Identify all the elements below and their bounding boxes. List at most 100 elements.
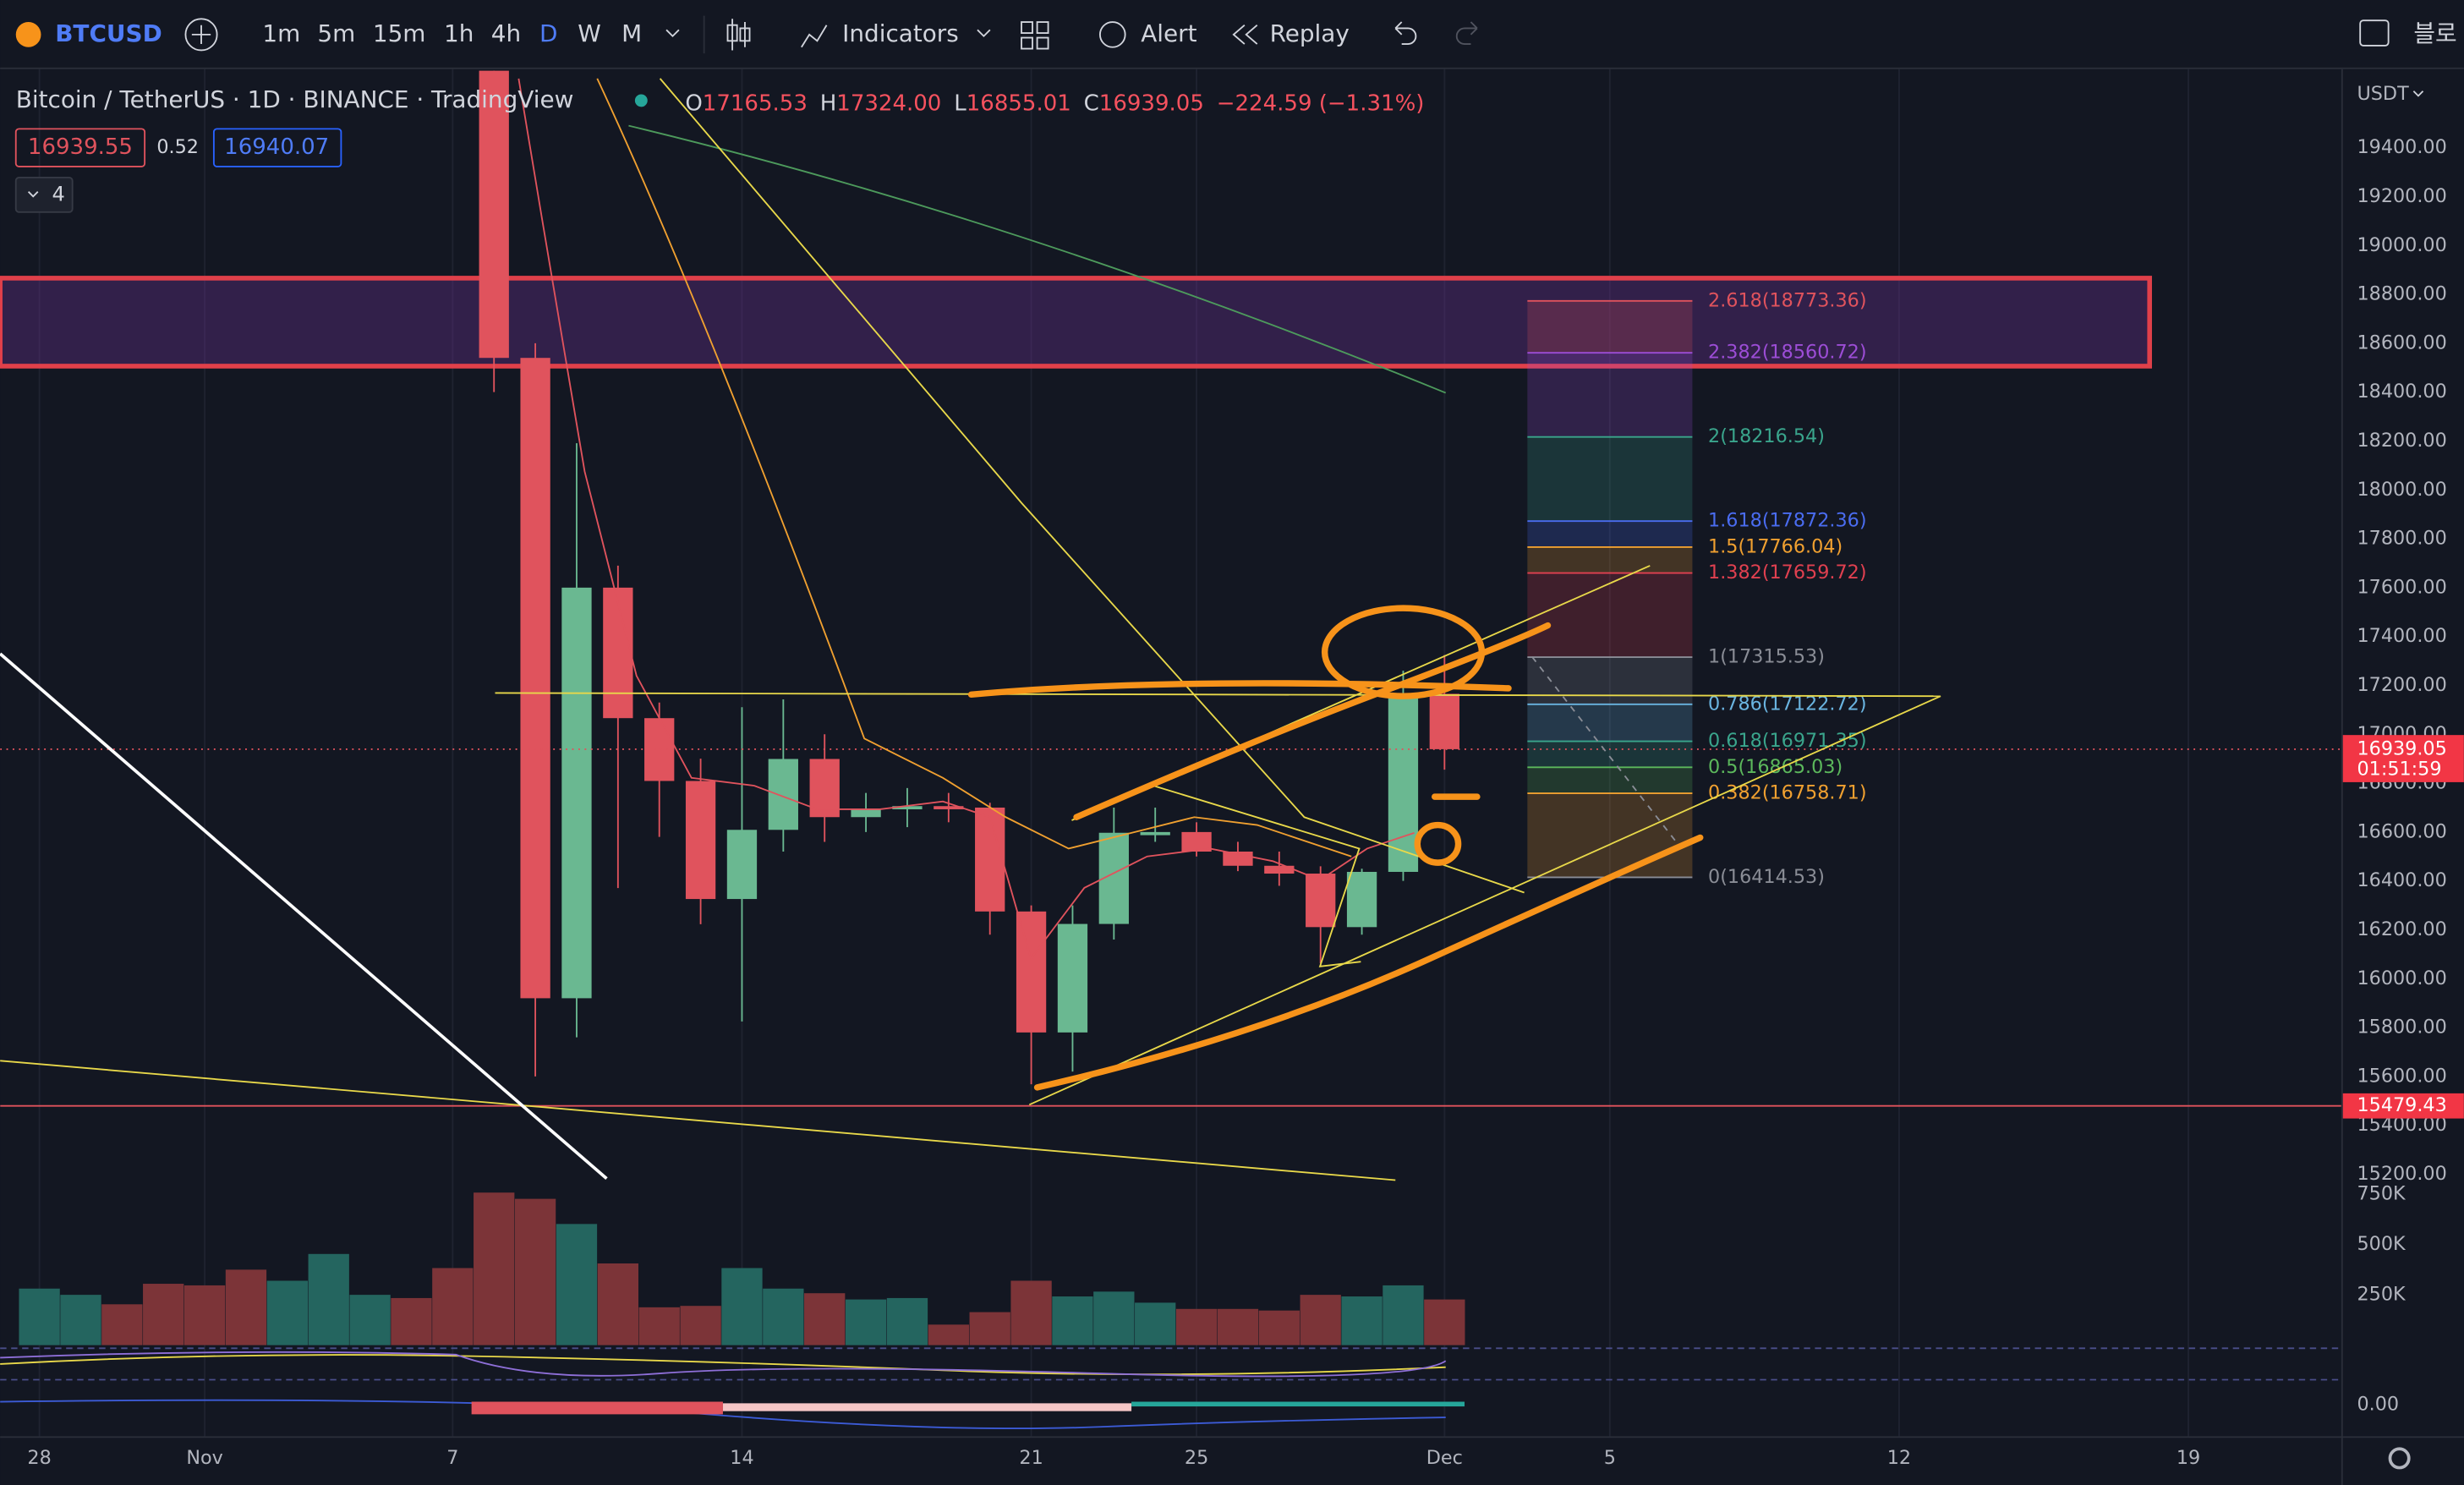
axes: 15200.0015400.0015600.0015800.0016000.00… <box>27 136 2464 1469</box>
x-tick-label: 12 <box>1887 1447 1911 1469</box>
volume-bar <box>597 1263 638 1345</box>
x-tick-label: Dec <box>1426 1447 1463 1469</box>
layouts[interactable] <box>1021 21 1049 50</box>
change: −224.59 (−1.31%) <box>1217 90 1425 116</box>
volume-bar <box>101 1304 143 1345</box>
scribble <box>967 680 1512 699</box>
volume-bar <box>183 1285 226 1345</box>
volume-tick-label: 250K <box>2357 1284 2407 1306</box>
volume-bar <box>1341 1296 1383 1345</box>
interval[interactable]: 1m <box>262 19 300 47</box>
volume-bar <box>886 1297 928 1345</box>
redo[interactable] <box>1455 21 1478 45</box>
y-tick-label: 15600.00 <box>2357 1065 2446 1087</box>
alert[interactable]: Alert <box>1141 19 1196 47</box>
candle-body <box>1057 923 1088 1033</box>
volume-bar <box>225 1269 267 1345</box>
volume-bar <box>432 1268 474 1345</box>
candle-body <box>603 587 633 719</box>
ohlc-value: 16855.01 <box>966 90 1071 116</box>
fib-band <box>1527 521 1693 547</box>
fib-label: 2.382(18560.72) <box>1708 342 1867 364</box>
bid-box[interactable] <box>14 128 146 167</box>
interval[interactable]: 1h <box>444 19 474 47</box>
chevron <box>27 191 39 198</box>
interval[interactable]: M <box>621 19 642 47</box>
y-tick-label: 18600.00 <box>2357 332 2446 353</box>
volume-bar <box>60 1295 101 1345</box>
fibonacci: 2.618(18773.36) 2.382(18560.72) 2(18216.54… <box>1527 289 1867 888</box>
volume-bar <box>349 1295 391 1345</box>
scribble <box>1073 622 1552 820</box>
fib-label: 1(17315.53) <box>1708 646 1825 668</box>
fib-label: 1.5(17766.04) <box>1708 535 1843 557</box>
ohlc-value: 16939.05 <box>1099 90 1204 116</box>
spread: 0.52 <box>156 136 199 158</box>
interval[interactable]: 5m <box>317 19 355 47</box>
fib-label: 0.382(16758.71) <box>1708 782 1867 804</box>
interval-menu[interactable] <box>665 29 680 38</box>
volume-bar <box>845 1299 887 1345</box>
x-tick-label: 5 <box>1604 1447 1616 1469</box>
x-tick-label: 28 <box>27 1447 51 1469</box>
candle-body <box>1264 865 1295 874</box>
volume-bar <box>638 1307 680 1345</box>
candle-body <box>1346 871 1377 928</box>
symbol-icon[interactable] <box>15 22 41 47</box>
candle-body <box>1429 693 1459 749</box>
fib-label: 2.618(18773.36) <box>1708 289 1867 311</box>
y-tick-label: 15800.00 <box>2357 1016 2446 1038</box>
candle-body <box>975 807 1005 912</box>
indicators[interactable]: Indicators <box>842 19 959 47</box>
interval[interactable]: W <box>578 19 601 47</box>
scribble <box>1321 605 1486 699</box>
replay-icon <box>1232 25 1258 45</box>
candle-body <box>768 759 798 830</box>
fullscreen[interactable] <box>2359 19 2390 47</box>
volume-bar <box>474 1192 515 1345</box>
fib-band <box>1527 793 1693 878</box>
candle-body <box>1388 694 1419 872</box>
symbol[interactable]: BTCUSD <box>55 19 162 47</box>
add-symbol[interactable] <box>184 18 218 52</box>
osc-line <box>0 1399 1446 1430</box>
market-status <box>634 94 648 107</box>
interval[interactable]: D <box>539 19 557 47</box>
currency[interactable]: USDT <box>2357 83 2409 105</box>
indicator-toggle[interactable] <box>14 177 74 213</box>
y-tick-label: 18000.00 <box>2357 479 2446 501</box>
histogram <box>471 1401 723 1415</box>
interval[interactable]: 4h <box>491 19 521 47</box>
fib-label: 1.382(17659.72) <box>1708 562 1867 584</box>
candle-body <box>934 806 964 809</box>
fib-band <box>1527 300 1693 353</box>
interval[interactable]: 15m <box>373 19 426 47</box>
ask-box[interactable] <box>212 128 342 167</box>
candles <box>0 70 2341 1107</box>
replay[interactable]: Replay <box>1270 19 1350 47</box>
currency-menu[interactable] <box>2412 90 2424 97</box>
y-tick-label: 18400.00 <box>2357 381 2446 403</box>
trend-line <box>495 692 1941 698</box>
y-tick-label: 17200.00 <box>2357 674 2446 696</box>
indicator-count: 4 <box>52 182 64 205</box>
countdown: 01:51:59 <box>2357 759 2441 781</box>
volume-bar <box>266 1280 309 1345</box>
volume-bar <box>928 1324 969 1345</box>
undo[interactable] <box>1394 21 1417 45</box>
volume-bar <box>969 1312 1010 1345</box>
x-tick-label: 19 <box>2177 1447 2200 1469</box>
osc-line <box>0 1351 1447 1378</box>
blog-link[interactable]: 블로 <box>2413 19 2456 47</box>
x-tick-label: 21 <box>1019 1447 1043 1469</box>
y-tick-label: 16000.00 <box>2357 967 2446 989</box>
last-price: 16939.05 <box>2357 737 2446 759</box>
indicators-menu[interactable] <box>977 29 991 38</box>
candle-body <box>479 70 509 359</box>
ohlc-value: 17324.00 <box>836 90 941 116</box>
y-tick-label: 16400.00 <box>2357 869 2446 891</box>
chart-type[interactable] <box>726 19 751 51</box>
settings[interactable] <box>2388 1447 2411 1470</box>
volume-bar <box>143 1284 184 1345</box>
y-tick-label: 17400.00 <box>2357 625 2446 647</box>
